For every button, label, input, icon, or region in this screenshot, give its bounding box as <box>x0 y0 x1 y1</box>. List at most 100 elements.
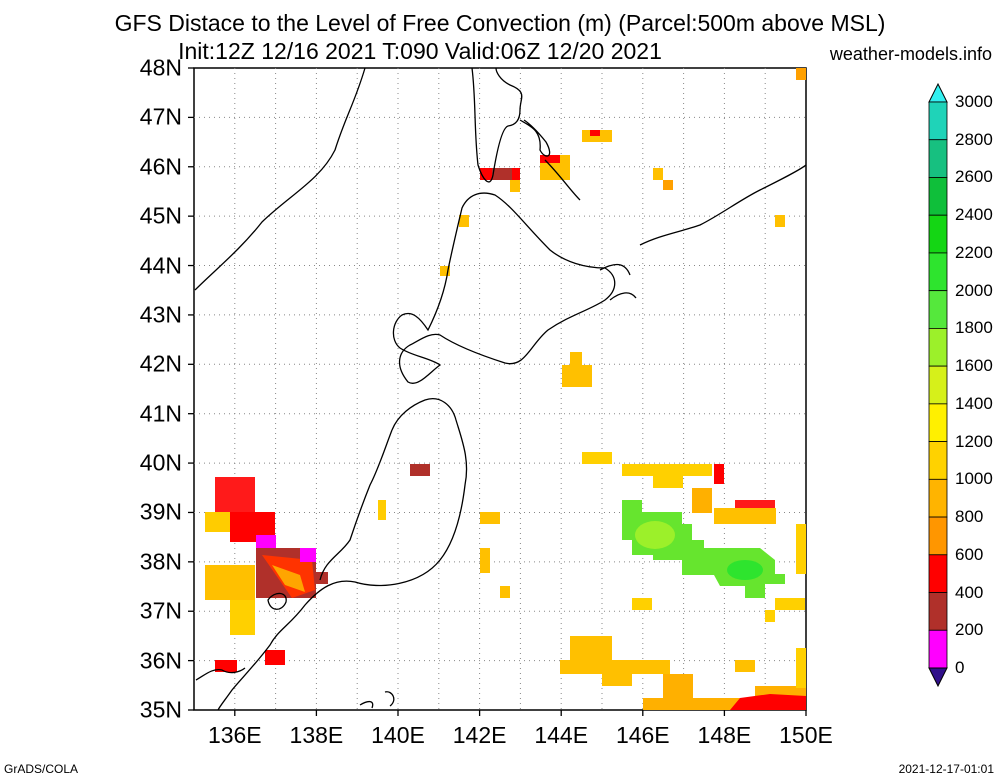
shade-area <box>570 636 612 660</box>
colorbar-swatch <box>928 629 948 669</box>
coastline-island <box>267 592 287 610</box>
colorbar-swatch <box>928 592 948 631</box>
shade-area <box>632 598 652 610</box>
colorbar-bottom-arrow <box>928 667 948 688</box>
colorbar-label: 1200 <box>955 431 993 451</box>
lat-label: 42N <box>139 350 182 377</box>
axis-ticks <box>188 67 807 716</box>
colorbar-swatch <box>928 365 948 405</box>
shade-area <box>510 180 520 192</box>
shade-area <box>378 500 386 520</box>
colorbar-label: 800 <box>955 507 984 527</box>
colorbar-swatch <box>928 403 948 443</box>
shade-area <box>492 168 512 180</box>
colorbar-label: 400 <box>955 582 984 602</box>
coastline-sakhalin-south <box>519 119 551 157</box>
shade-area <box>775 215 785 227</box>
coastline-honshu <box>217 398 468 711</box>
shade-area <box>265 650 285 665</box>
coastline-sea-japan <box>195 667 246 681</box>
site-label: weather-models.info <box>829 44 992 64</box>
shade-area <box>410 464 430 476</box>
shade-area <box>230 600 255 635</box>
coastlines <box>194 67 807 711</box>
colorbar-label: 2600 <box>955 167 993 187</box>
shade-area <box>300 548 316 562</box>
lat-label: 37N <box>139 597 182 624</box>
shade-area <box>316 572 328 584</box>
colorbar-swatch <box>928 101 948 141</box>
colorbar-swatch <box>928 516 948 556</box>
shade-area <box>714 508 776 524</box>
colorbar-label: 1000 <box>955 469 993 489</box>
colorbar-swatch <box>928 252 948 292</box>
shade-area <box>775 598 805 610</box>
colorbar-swatch <box>928 139 948 178</box>
lat-label: 47N <box>139 103 182 130</box>
shade-area <box>272 565 305 592</box>
coastline-kurils <box>544 159 807 276</box>
shade-area <box>796 524 806 574</box>
shade-area <box>692 488 712 513</box>
shade-area <box>500 586 510 598</box>
lat-label: 38N <box>139 548 182 575</box>
colorbar-swatch <box>928 478 948 518</box>
shade-area <box>440 266 450 276</box>
lat-label: 48N <box>139 54 182 81</box>
coastline-honshu-west <box>319 429 393 581</box>
shade-area <box>635 521 675 549</box>
colorbar-label: 600 <box>955 544 984 564</box>
colorbar-top-arrow <box>928 82 948 103</box>
lat-label: 36N <box>139 647 182 674</box>
lat-label: 44N <box>139 252 182 279</box>
colorbar <box>928 82 948 688</box>
shade-area <box>735 660 755 672</box>
lat-label: 46N <box>139 153 182 180</box>
shade-area <box>582 452 612 464</box>
coastline-asia <box>194 67 366 291</box>
colorbar-swatch <box>928 554 948 593</box>
shade-area <box>256 535 276 550</box>
shade-area <box>714 464 724 484</box>
shade-area <box>459 215 469 227</box>
coastline-hokkaido <box>392 192 616 384</box>
lon-label: 146E <box>615 722 670 748</box>
shade-area <box>562 365 592 387</box>
lat-label: 39N <box>139 498 182 525</box>
shaded-areas <box>205 68 806 710</box>
colorbar-label: 2400 <box>955 205 993 225</box>
shade-area <box>653 476 683 488</box>
colorbar-swatch <box>928 327 948 367</box>
shade-area <box>796 648 806 688</box>
shade-area <box>727 560 763 580</box>
shade-area <box>540 155 560 163</box>
shade-area <box>205 565 255 600</box>
colorbar-label: 2000 <box>955 280 993 300</box>
lon-label: 142E <box>452 722 507 748</box>
colorbar-label: 0 <box>955 658 965 677</box>
lon-label: 136E <box>207 722 262 748</box>
lon-label: 144E <box>534 722 589 748</box>
colorbar-swatch <box>928 441 948 480</box>
chart-title: GFS Distace to the Level of Free Convect… <box>114 10 886 36</box>
colorbar-label: 200 <box>955 620 984 640</box>
plot-frame <box>193 67 807 711</box>
shade-area <box>796 68 806 80</box>
colorbar-swatch <box>928 177 948 216</box>
lon-label: 140E <box>371 722 425 748</box>
colorbar-label: 2200 <box>955 242 993 262</box>
coastline-sakhalin <box>471 67 523 183</box>
shade-area <box>622 464 712 476</box>
lat-label: 41N <box>139 400 182 427</box>
shade-area <box>480 512 500 524</box>
timestamp-label: 2021-12-17-01:01 <box>898 762 994 776</box>
coastline-kurils-2 <box>609 292 637 301</box>
shade-area <box>480 548 490 573</box>
shade-area <box>215 660 237 672</box>
shade-area <box>590 130 600 136</box>
colorbar-label: 1800 <box>955 318 993 338</box>
lat-label: 45N <box>139 202 182 229</box>
lat-label: 40N <box>139 449 182 476</box>
lon-label: 150E <box>779 722 833 748</box>
shade-area <box>663 180 673 190</box>
